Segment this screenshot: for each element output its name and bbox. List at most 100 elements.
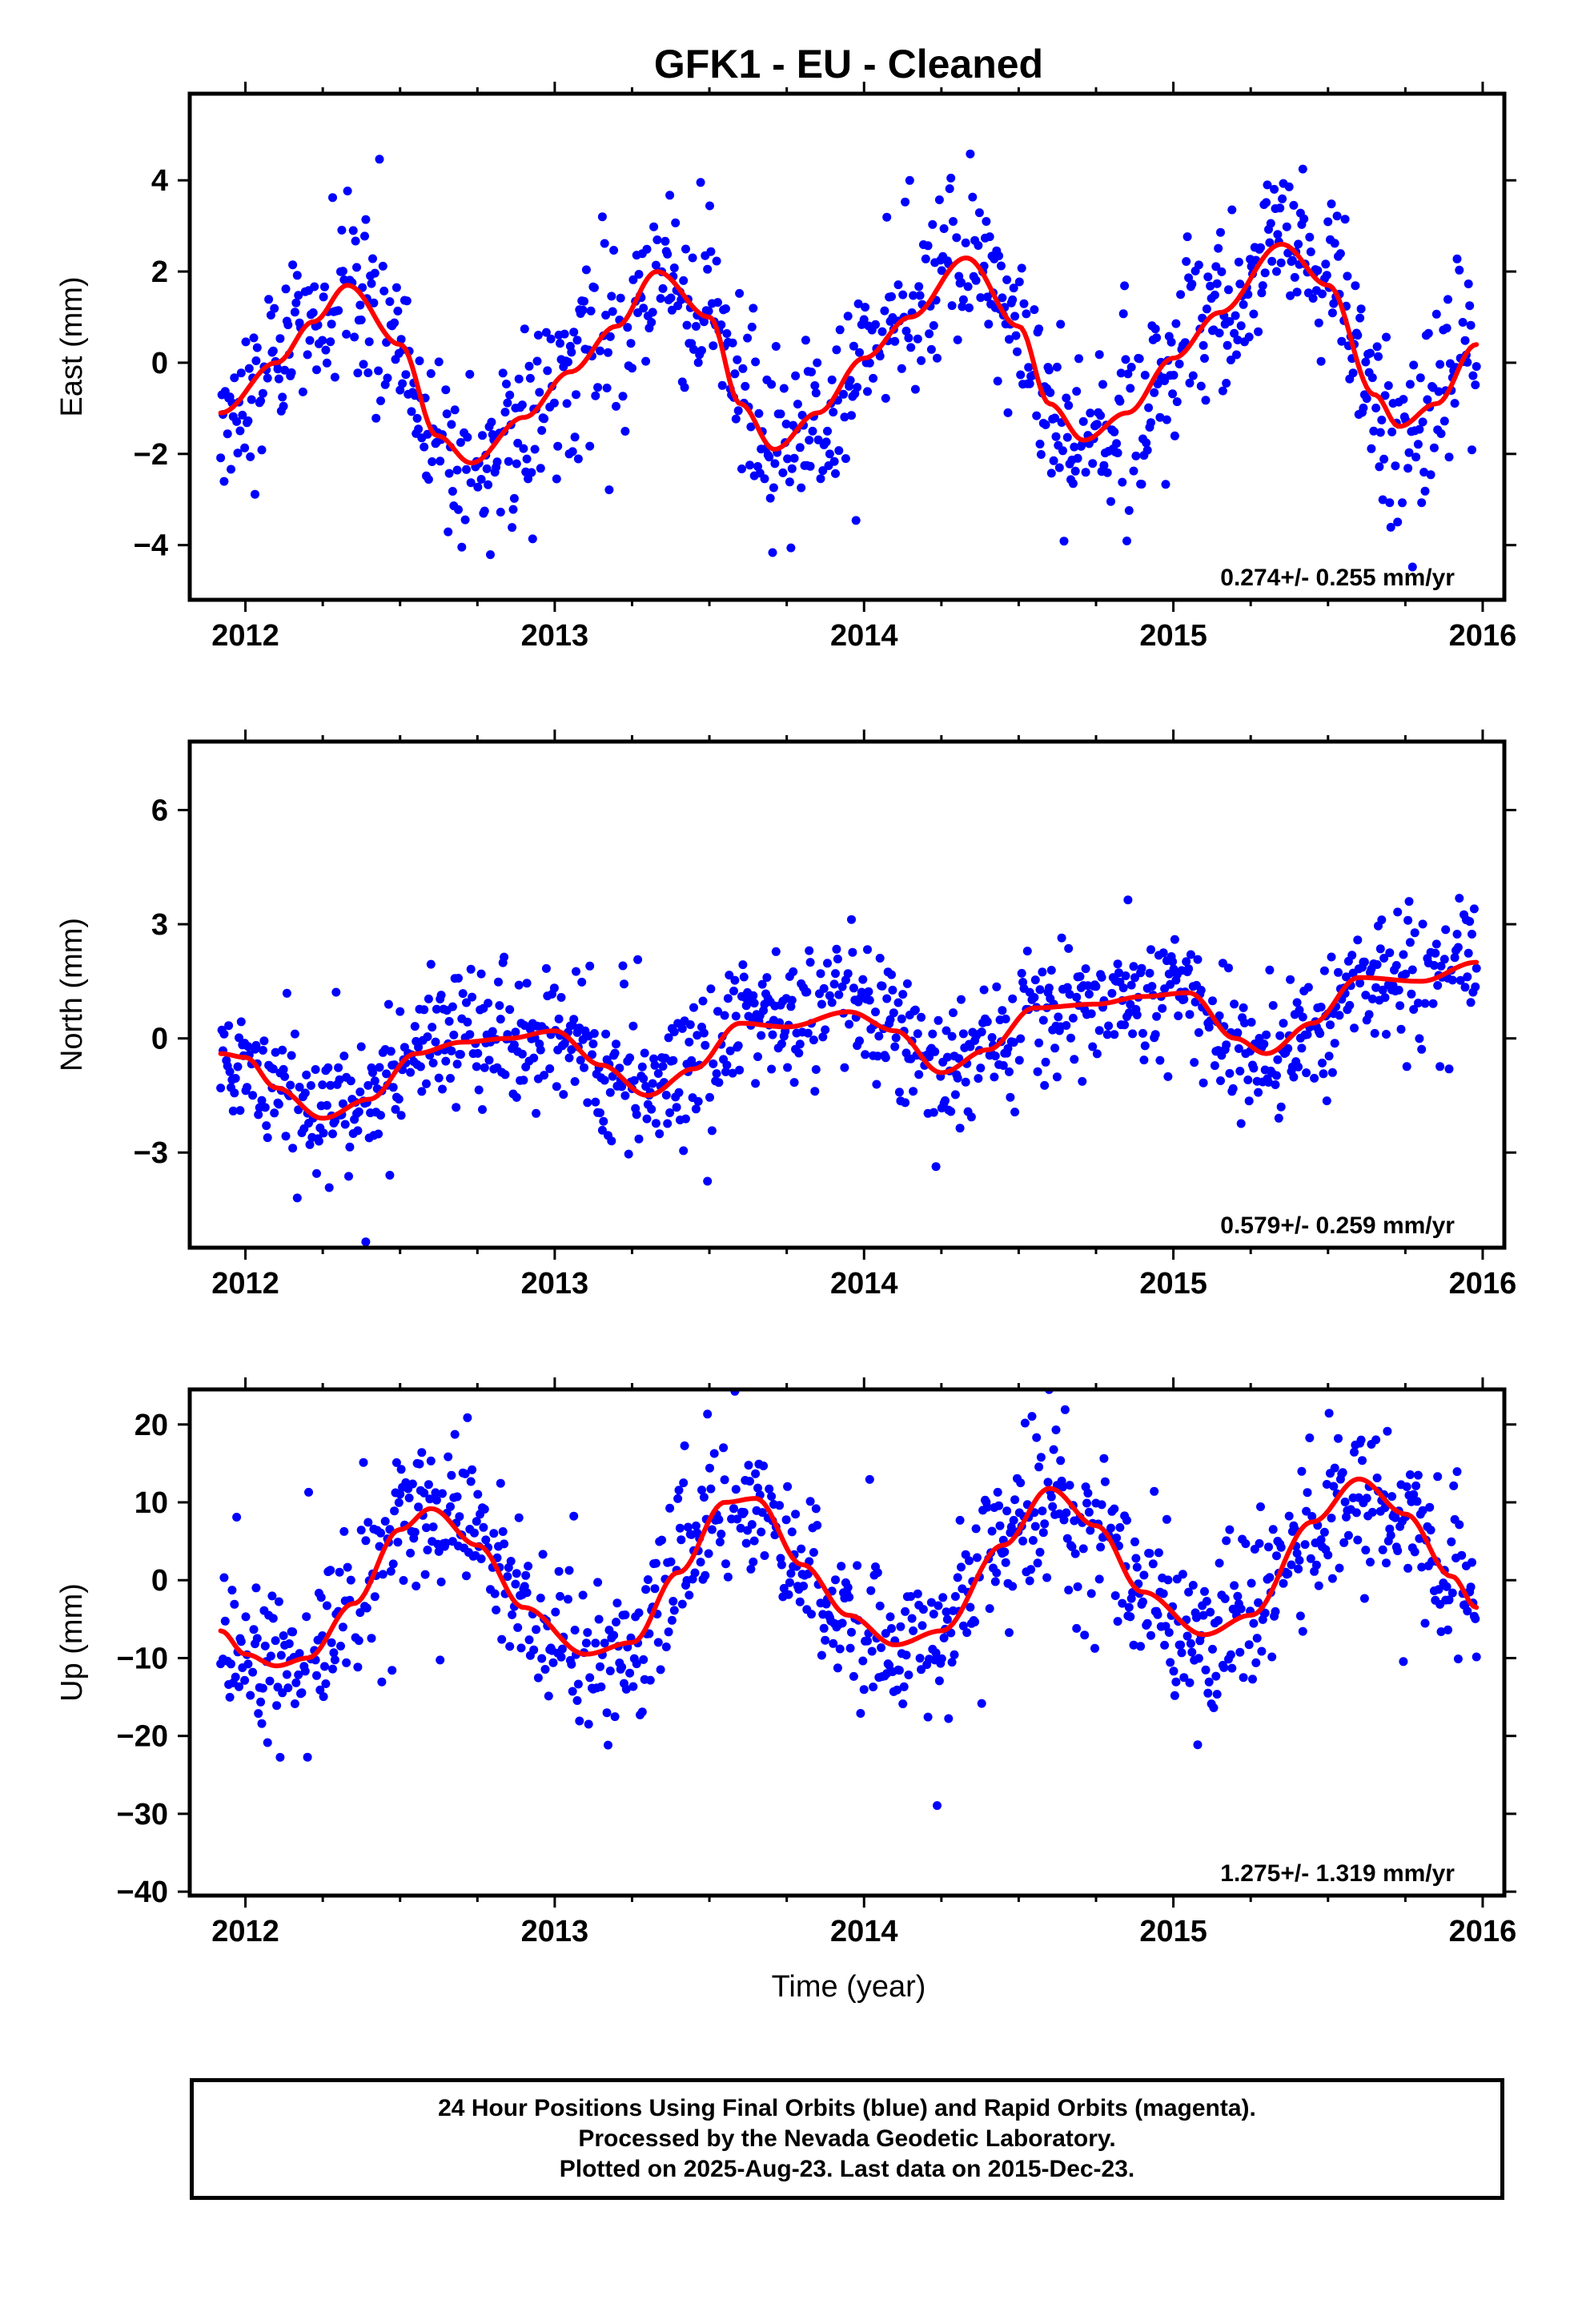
- data-point: [567, 348, 576, 357]
- data-point: [1335, 1011, 1344, 1020]
- data-point: [1164, 1628, 1174, 1637]
- data-point: [1144, 403, 1154, 412]
- data-point: [697, 1486, 706, 1495]
- data-point: [849, 1671, 858, 1681]
- data-point: [971, 1524, 981, 1534]
- data-point: [1407, 965, 1417, 975]
- data-point: [941, 1096, 950, 1105]
- data-point: [295, 1649, 304, 1659]
- data-point: [721, 304, 730, 313]
- data-point: [314, 1136, 323, 1146]
- data-point: [889, 1008, 898, 1018]
- data-point: [474, 1085, 484, 1095]
- data-point: [733, 355, 742, 364]
- data-point: [410, 1022, 420, 1031]
- data-point: [1409, 1490, 1419, 1499]
- data-point: [578, 1590, 588, 1600]
- data-point: [386, 1047, 395, 1056]
- data-point: [569, 1511, 579, 1521]
- data-point: [404, 1494, 414, 1502]
- data-point: [265, 1676, 275, 1686]
- data-point: [947, 1658, 957, 1667]
- data-point: [681, 244, 690, 254]
- data-point: [1465, 917, 1475, 927]
- data-point: [805, 1497, 815, 1506]
- data-point: [302, 1070, 311, 1080]
- data-point: [236, 1637, 246, 1647]
- data-point: [717, 1530, 726, 1539]
- data-point: [813, 1521, 822, 1530]
- data-point: [359, 360, 368, 369]
- data-point: [1375, 944, 1385, 954]
- data-point: [691, 322, 701, 331]
- data-point: [717, 380, 727, 390]
- data-point: [797, 483, 806, 493]
- data-point: [414, 1043, 424, 1052]
- data-point: [266, 1651, 275, 1661]
- data-point: [664, 1033, 673, 1043]
- data-point: [1404, 448, 1414, 457]
- data-point: [1252, 1634, 1262, 1643]
- data-point: [219, 1573, 229, 1582]
- data-point: [1411, 452, 1421, 462]
- data-point: [278, 1045, 287, 1055]
- data-point: [1005, 1628, 1014, 1638]
- data-point: [290, 308, 299, 317]
- data-point: [1415, 424, 1424, 434]
- data-point: [1425, 1502, 1435, 1512]
- data-point: [1420, 1618, 1430, 1628]
- data-point: [609, 1630, 619, 1640]
- data-point: [596, 1108, 604, 1118]
- data-point: [500, 1070, 510, 1080]
- data-point: [1442, 1582, 1451, 1591]
- data-point: [288, 1627, 298, 1637]
- data-point: [1138, 1028, 1147, 1038]
- data-point: [769, 483, 778, 493]
- data-point: [322, 1601, 331, 1610]
- data-point: [521, 1570, 531, 1580]
- data-point: [1295, 1005, 1304, 1015]
- data-point: [472, 1062, 481, 1072]
- data-point: [829, 979, 839, 989]
- data-point: [837, 1618, 847, 1628]
- data-point: [553, 441, 563, 451]
- data-point: [770, 459, 780, 468]
- data-point: [677, 1599, 687, 1609]
- data-point: [1134, 354, 1144, 364]
- data-point: [452, 649, 460, 657]
- figure-title: GFK1 - EU - Cleaned: [654, 42, 1043, 86]
- data-point: [395, 1007, 405, 1016]
- data-point: [644, 1629, 654, 1638]
- data-point: [739, 972, 749, 982]
- data-point: [460, 515, 470, 525]
- data-point: [385, 297, 395, 307]
- data-point: [444, 1016, 454, 1026]
- data-point: [1176, 1640, 1186, 1650]
- data-point: [703, 264, 713, 274]
- data-point: [853, 299, 863, 308]
- data-point: [422, 1523, 431, 1533]
- data-point: [897, 364, 906, 373]
- data-point: [1300, 1540, 1310, 1550]
- data-point: [541, 963, 551, 973]
- data-point: [1182, 1631, 1192, 1641]
- data-point: [1453, 943, 1463, 952]
- data-point: [887, 1624, 896, 1633]
- data-point: [808, 426, 817, 436]
- data-point: [288, 260, 298, 270]
- data-point: [1038, 1528, 1048, 1538]
- data-point: [1322, 271, 1331, 280]
- data-point: [966, 149, 975, 159]
- data-point: [923, 1712, 933, 1722]
- data-point: [874, 1031, 884, 1041]
- data-point: [1106, 1523, 1115, 1533]
- data-point: [1455, 265, 1464, 275]
- data-point: [947, 1031, 957, 1041]
- data-point: [312, 1168, 321, 1178]
- data-point: [454, 505, 463, 514]
- data-point: [1214, 1616, 1223, 1625]
- data-point: [1224, 963, 1233, 973]
- data-point: [275, 334, 285, 344]
- data-point: [1230, 328, 1239, 338]
- data-point: [1124, 1602, 1134, 1612]
